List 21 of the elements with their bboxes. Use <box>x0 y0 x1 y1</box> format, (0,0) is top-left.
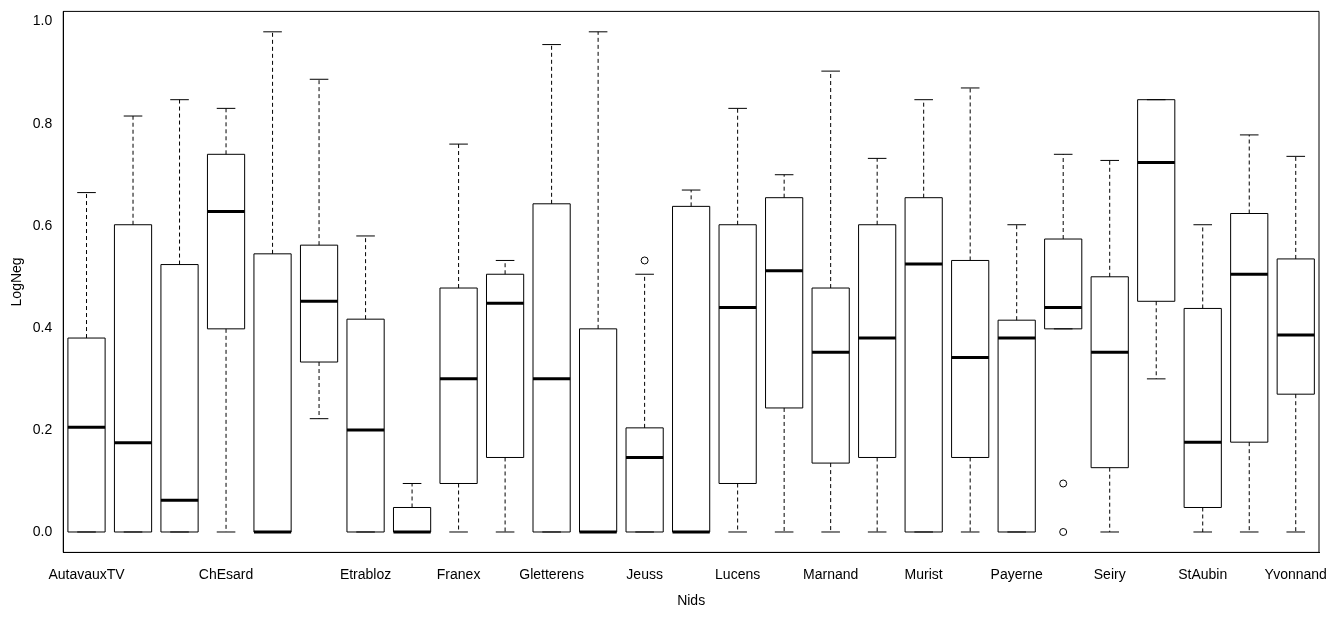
y-tick-label: 0.6 <box>32 216 53 233</box>
x-axis-title: Nids <box>677 592 706 609</box>
x-tick-label: AutavauxTV <box>48 565 126 582</box>
y-tick-label: 0.4 <box>32 318 53 335</box>
y-tick-label: 0.8 <box>32 114 53 131</box>
x-tick-label: ChEsard <box>198 565 254 582</box>
x-tick-label: Seiry <box>1093 565 1126 582</box>
x-tick-label: Yvonnand <box>1264 565 1327 582</box>
x-tick-label: StAubin <box>1178 565 1228 582</box>
x-tick-label: Gletterens <box>519 565 584 582</box>
x-tick-label: Lucens <box>715 565 761 582</box>
y-tick-label: 1.0 <box>32 12 53 29</box>
y-tick-label: 0.0 <box>32 522 53 539</box>
x-tick-label: Jeuss <box>626 565 663 582</box>
x-tick-label: Etrabloz <box>339 565 392 582</box>
y-axis-title: LogNeg <box>8 257 25 307</box>
x-tick-label: Payerne <box>990 565 1043 582</box>
x-tick-label: Murist <box>904 565 943 582</box>
y-tick-label: 0.2 <box>32 420 53 437</box>
x-tick-label: Marnand <box>803 565 859 582</box>
x-tick-label: Franex <box>436 565 481 582</box>
